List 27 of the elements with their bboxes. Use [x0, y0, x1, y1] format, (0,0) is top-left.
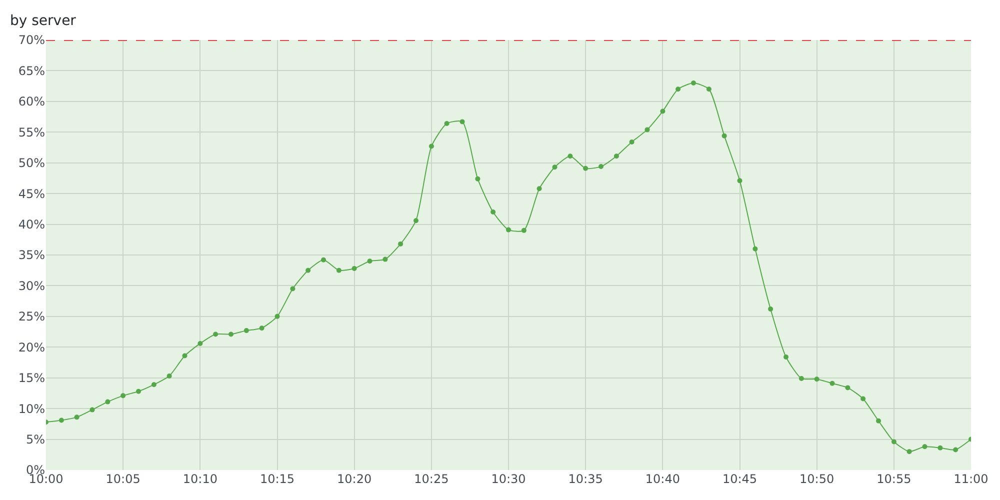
y-tick-label: 15%: [18, 371, 45, 386]
y-tick-label: 10%: [18, 402, 45, 416]
x-tick-label: 10:55: [876, 472, 912, 486]
y-tick-label: 30%: [18, 278, 45, 293]
x-tick-label: 11:00: [954, 472, 988, 486]
x-tick-label: 10:25: [414, 472, 449, 486]
y-tick-label: 35%: [18, 248, 45, 262]
x-tick-label: 10:50: [800, 472, 834, 486]
x-tick-label: 10:15: [260, 472, 295, 486]
x-tick-label: 10:05: [106, 472, 140, 486]
y-tick-label: 50%: [18, 156, 45, 170]
y-tick-label: 70%: [18, 33, 45, 48]
x-tick-label: 10:40: [645, 472, 680, 486]
y-tick-label: 40%: [18, 217, 45, 232]
y-tick-label: 65%: [18, 64, 45, 78]
y-tick-label: 55%: [18, 125, 45, 140]
x-tick-label: 10:45: [722, 472, 758, 486]
y-tick-label: 60%: [18, 94, 45, 109]
y-tick-label: 25%: [18, 310, 45, 324]
y-tick-label: 20%: [18, 340, 45, 354]
x-tick-label: 10:10: [182, 472, 218, 486]
x-tick-label: 10:30: [491, 472, 526, 486]
x-tick-label: 10:20: [337, 472, 372, 486]
x-tick-label: 10:35: [568, 472, 603, 486]
y-tick-label: 5%: [26, 432, 45, 446]
chart-title: by server: [10, 12, 76, 29]
y-tick-label: 45%: [18, 186, 45, 201]
